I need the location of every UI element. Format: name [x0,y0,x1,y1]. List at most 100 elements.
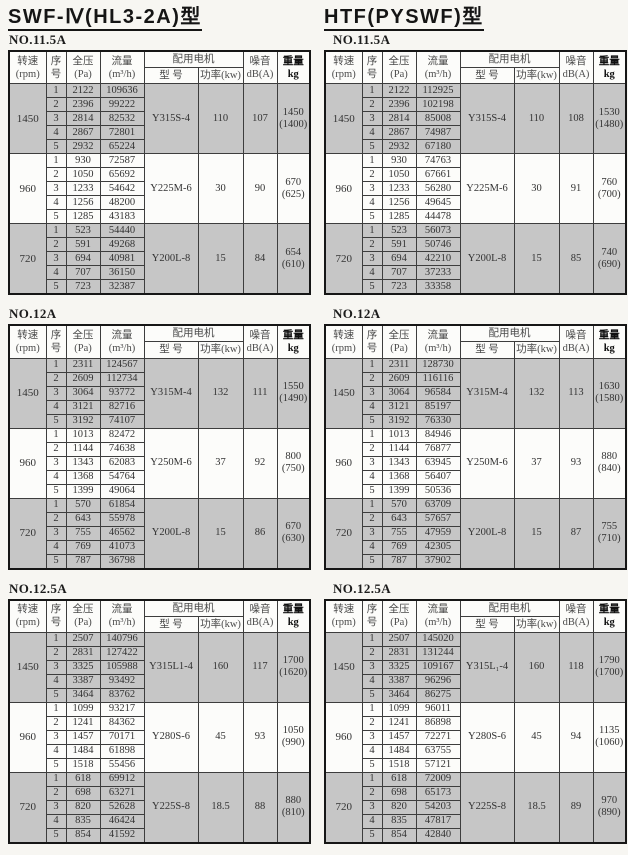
flow-cell: 93492 [99,673,145,689]
flow-cell: 63271 [99,785,145,801]
flow-cell: 124567 [99,357,145,373]
table-row: 5 854 42840 [325,827,626,844]
pressure-cell: 698 [381,785,417,801]
pressure-cell: 2831 [65,645,101,661]
weight-cell: 654 (610) [276,223,311,295]
flow-cell: 54642 [99,181,145,197]
table-row: 5 787 36798 [9,553,310,569]
seq-cell: 5 [361,413,383,429]
flow-cell: 72587 [99,153,145,169]
table-row: 4 835 46424 [9,813,310,829]
weight-cell: 760 (700) [592,153,627,225]
col-header-speed: 转速 (rpm) [8,324,47,359]
flow-cell: 52628 [99,799,145,815]
seq-cell: 5 [45,553,67,569]
pressure-cell: 2609 [381,371,417,387]
seq-cell: 3 [45,525,67,541]
table-row: 960 1 1099 93217 Y280S-6 45 93 1050 (990) [8,701,311,773]
flow-cell: 57121 [415,757,461,773]
flow-cell: 86898 [415,715,461,731]
motor-model-cell: Y200L-8 [143,223,199,295]
pressure-cell: 698 [65,785,101,801]
flow-cell: 33358 [415,279,461,295]
seq-cell: 2 [45,785,67,801]
table-row: 960 1 1099 96011 Y280S-6 45 94 1135 (1060) [324,701,627,773]
flow-cell: 54764 [99,469,145,485]
pressure-cell: 1144 [65,441,101,457]
flow-cell: 62083 [99,455,145,471]
motor-power-cell: 110 [197,83,244,155]
seq-cell: 2 [361,97,383,113]
table-row: 4 769 41073 [9,539,310,555]
pressure-cell: 820 [65,799,101,815]
col-header-flow: 流量 (m³/h) [99,599,145,633]
table-row: 2 1050 65692 [9,167,310,183]
col-header-motor-model: 型 号 [143,341,199,359]
flow-cell: 43183 [99,209,145,225]
seq-cell: 4 [361,673,383,689]
col-header-flow: 流量 (m³/h) [99,50,145,85]
seq-cell: 5 [45,209,67,225]
col-header-noise: 噪音 dB(A) [558,324,594,359]
flow-cell: 67180 [415,139,461,155]
pressure-cell: 707 [65,265,101,281]
flow-cell: 41073 [99,539,145,555]
header-row: 转速 (rpm) 序号全压 (Pa) 流量 (m³/h) 配用电机 噪音 dB(A) 重量 kg [324,324,627,359]
flow-cell: 74638 [99,441,145,457]
col-header-weight: 重量 kg [592,324,627,359]
table-row: 1450 1 2507 140796 Y315L1-4 160 117 1700 (1620) [8,631,311,703]
header-row: 转速 (rpm) 序号全压 (Pa) 流量 (m³/h) 配用电机 噪音 dB(A) 重量 kg [324,599,627,633]
pressure-cell: 1013 [381,427,417,443]
seq-cell: 1 [361,497,383,513]
flow-cell: 74763 [415,153,461,169]
header-row: 转速 (rpm) 序号全压 (Pa) 流量 (m³/h) 配用电机 噪音 dB(A) 重量 kg [8,324,311,359]
seq-cell: 4 [45,469,67,485]
table-row: 4 2867 72801 [9,125,310,141]
col-header-seq: 序号 [45,50,67,85]
spec-table: 转速 (rpm) 序号全压 (Pa) 流量 (m³/h) 配用电机 噪音 dB(A) 重量 kg 型 … [324,598,627,844]
seq-cell: 5 [361,139,383,155]
flow-cell: 46562 [99,525,145,541]
table-row: 1450 1 2122 112925 Y315S-4 110 108 1530 (1480) [324,83,627,155]
seq-cell: 5 [45,757,67,773]
table-row: 3 820 54203 [325,799,626,815]
seq-cell: 2 [361,715,383,731]
noise-cell: 113 [558,357,594,429]
table-row: 720 1 618 69912 Y225S-8 18.5 88 880 (810) [8,771,311,844]
table-row: 5 3192 76330 [325,413,626,429]
motor-model-cell: Y225M-6 [143,153,199,225]
flow-cell: 44478 [415,209,461,225]
table-row: 3 1343 62083 [9,455,310,471]
rpm-cell: 720 [8,497,47,569]
pressure-cell: 1399 [65,483,101,499]
seq-cell: 3 [361,455,383,471]
rpm-cell: 960 [8,153,47,225]
flow-cell: 47817 [415,813,461,829]
pressure-cell: 835 [65,813,101,829]
table-row: 5 723 33358 [325,279,626,295]
table-row: 1450 1 2122 109636 Y315S-4 110 107 1450 (1400) [8,83,311,155]
noise-cell: 111 [242,357,278,429]
motor-power-cell: 132 [197,357,244,429]
weight-cell: 740 (690) [592,223,627,295]
table-row: 4 1484 61898 [9,743,310,759]
table-size-label: NO.11.5A [333,32,391,47]
weight-cell: 970 (890) [592,771,627,844]
table-row: 5 723 32387 [9,279,310,295]
motor-power-cell: 30 [513,153,560,225]
motor-power-cell: 18.5 [197,771,244,844]
seq-cell: 2 [45,237,67,253]
motor-model-cell: Y225S-8 [459,771,515,844]
pressure-cell: 755 [381,525,417,541]
table-size-label: NO.12.5A [333,580,392,596]
spec-table: 转速 (rpm) 序号全压 (Pa) 流量 (m³/h) 配用电机 噪音 dB(A) 重量 kg 型 … [324,50,627,296]
pressure-cell: 1484 [65,743,101,759]
seq-cell: 3 [45,659,67,675]
motor-power-cell: 37 [197,427,244,499]
weight-cell: 880 (840) [592,427,627,499]
pressure-cell: 1144 [381,441,417,457]
table-row: 4 707 36150 [9,265,310,281]
header-row: 转速 (rpm) 序号全压 (Pa) 流量 (m³/h) 配用电机 噪音 dB(A) 重量 kg [8,599,311,633]
flow-cell: 96296 [415,673,461,689]
pressure-cell: 591 [65,237,101,253]
